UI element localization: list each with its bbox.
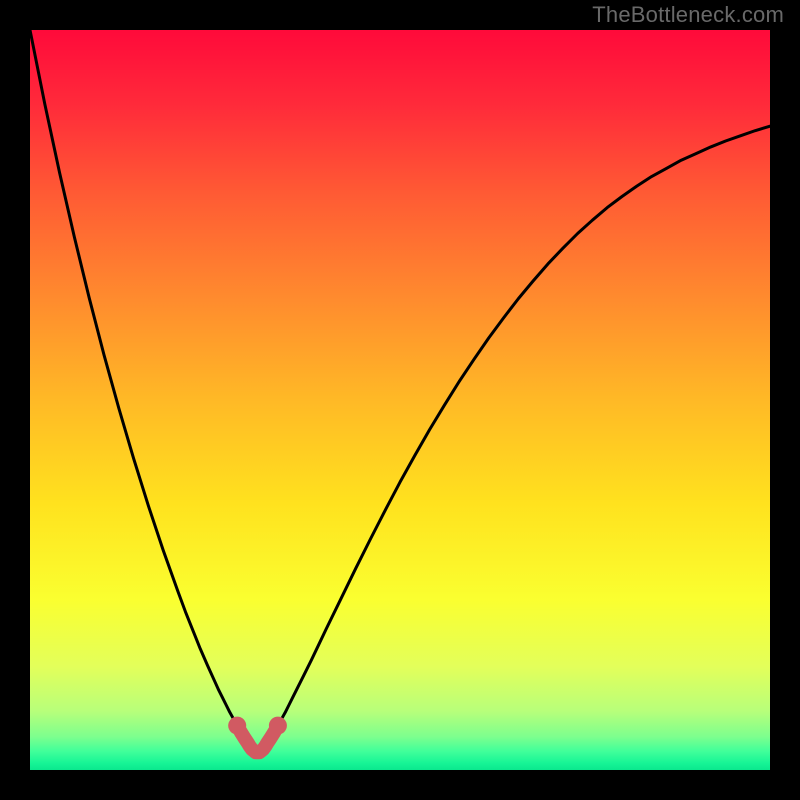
endpoint-dot — [228, 717, 246, 735]
optimal-range-endpoints — [228, 717, 287, 735]
chart-frame: TheBottleneck.com — [0, 0, 800, 800]
plot-area — [30, 30, 770, 770]
watermark-text: TheBottleneck.com — [592, 2, 784, 28]
curve-layer — [30, 30, 770, 770]
bottleneck-curve — [30, 30, 770, 752]
endpoint-dot — [269, 717, 287, 735]
